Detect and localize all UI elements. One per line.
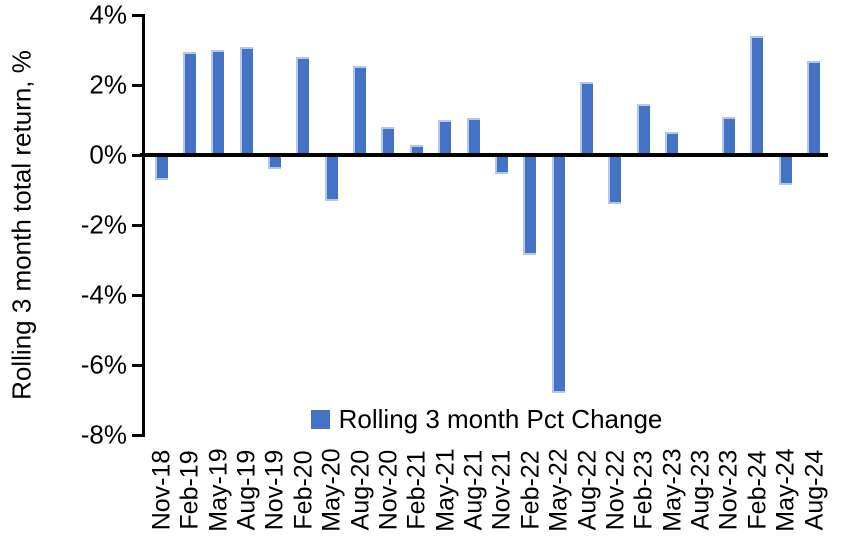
legend-label: Rolling 3 month Pct Change: [338, 403, 663, 434]
bar: [154, 155, 168, 180]
x-tick-label: May-23: [658, 448, 687, 532]
bar: [608, 155, 622, 204]
x-tick-label: Feb-22: [516, 450, 545, 530]
x-tick-label: May-21: [431, 448, 460, 532]
bar: [721, 116, 735, 155]
x-tick-label: Aug-23: [686, 449, 715, 531]
x-tick-label: Nov-20: [374, 449, 403, 531]
y-axis-line: [142, 14, 145, 437]
y-axis-title: Rolling 3 month total return, %: [6, 50, 37, 400]
x-tick-label: Feb-24: [743, 450, 772, 530]
y-axis-tick: [132, 294, 143, 297]
bar: [211, 50, 225, 155]
x-tick-label: Nov-19: [260, 449, 289, 531]
bar: [551, 155, 565, 393]
x-tick-label: Nov-21: [487, 449, 516, 531]
x-tick-label: Nov-18: [147, 449, 176, 531]
x-tick-label: Aug-20: [346, 449, 375, 531]
bar: [353, 65, 367, 155]
x-tick-label: Nov-22: [601, 449, 630, 531]
x-tick-label: Aug-21: [459, 449, 488, 531]
y-tick-label: -2%: [80, 209, 127, 240]
y-tick-label: -4%: [80, 279, 127, 310]
x-tick-label: May-22: [544, 448, 573, 532]
x-tick-label: Feb-20: [289, 450, 318, 530]
bar: [409, 144, 423, 155]
bar: [494, 155, 508, 175]
y-tick-label: 4%: [89, 0, 127, 30]
bar: [182, 51, 196, 155]
y-tick-label: 0%: [89, 139, 127, 170]
bar: [636, 104, 650, 155]
bar: [580, 81, 594, 155]
x-tick-label: May-24: [771, 448, 800, 532]
y-tick-label: -6%: [80, 349, 127, 380]
x-tick-label: Aug-19: [232, 449, 261, 531]
legend: Rolling 3 month Pct Change: [145, 402, 828, 436]
x-tick-label: Feb-23: [629, 450, 658, 530]
x-tick-label: May-20: [317, 448, 346, 532]
x-tick-label: Feb-19: [175, 450, 204, 530]
bar: [324, 155, 338, 201]
bar: [381, 127, 395, 155]
x-tick-label: Aug-22: [573, 449, 602, 531]
bar: [665, 132, 679, 155]
y-axis-tick: [132, 154, 143, 157]
bar: [267, 155, 281, 169]
y-tick-label: -8%: [80, 419, 127, 450]
x-tick-label: Nov-23: [714, 449, 743, 531]
bar: [296, 57, 310, 155]
bar: [438, 120, 452, 155]
bar: [807, 60, 820, 155]
bar: [778, 155, 792, 185]
y-axis-tick: [132, 434, 143, 437]
x-axis-line: [140, 153, 828, 157]
x-tick-label: May-19: [204, 448, 233, 532]
x-tick-label: Aug-24: [800, 449, 828, 531]
y-axis-tick: [132, 14, 143, 17]
bar: [750, 36, 764, 155]
y-tick-label: 2%: [89, 69, 127, 100]
bar: [523, 155, 537, 255]
y-axis-tick: [132, 364, 143, 367]
legend-swatch: [310, 409, 330, 429]
bar: [466, 118, 480, 155]
x-tick-label: Feb-21: [402, 450, 431, 530]
y-axis-tick: [132, 84, 143, 87]
bar: [239, 46, 253, 155]
y-axis-tick: [132, 224, 143, 227]
